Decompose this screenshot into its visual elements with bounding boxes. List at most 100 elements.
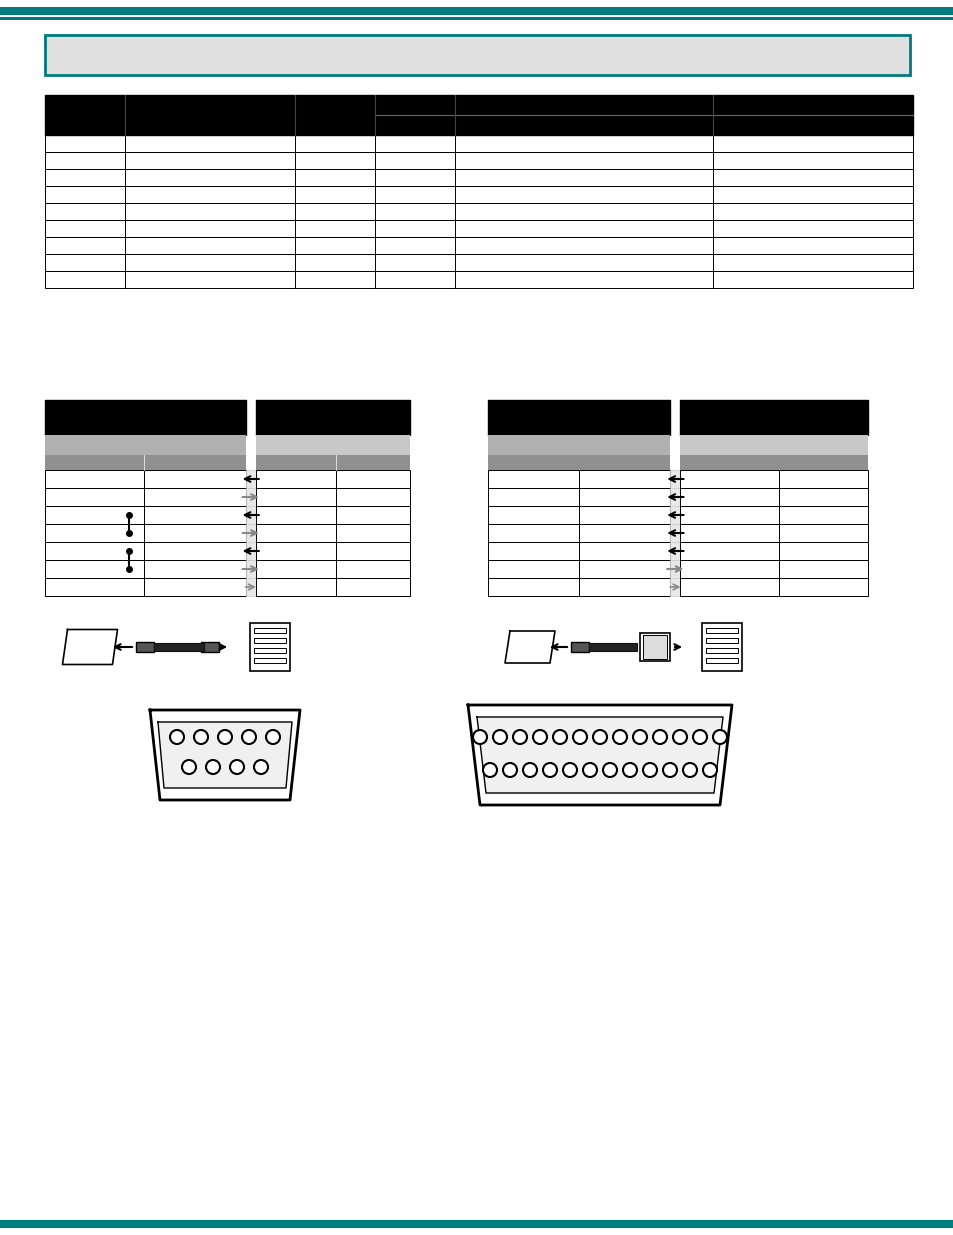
Bar	[779, 488, 867, 506]
Bar	[488, 542, 578, 559]
Bar	[0, 1220, 953, 1223]
Circle shape	[562, 763, 577, 777]
Bar	[670, 542, 684, 559]
Circle shape	[652, 730, 666, 743]
Bar	[571, 642, 588, 652]
Bar	[779, 578, 867, 597]
Bar	[253, 648, 286, 653]
Circle shape	[613, 730, 626, 743]
Circle shape	[182, 760, 195, 774]
Bar	[779, 559, 867, 578]
Bar	[255, 400, 410, 435]
Circle shape	[602, 763, 617, 777]
Bar	[670, 471, 684, 488]
Bar	[255, 506, 335, 524]
Bar	[639, 634, 669, 661]
Bar	[45, 186, 912, 203]
Circle shape	[712, 730, 726, 743]
Bar	[335, 506, 410, 524]
Bar	[0, 17, 953, 20]
Bar	[246, 524, 260, 542]
Bar	[253, 638, 286, 643]
Bar	[0, 7, 953, 15]
Bar	[136, 642, 153, 652]
Bar	[246, 542, 260, 559]
Bar	[246, 578, 260, 597]
Bar	[779, 542, 867, 559]
Bar	[779, 471, 867, 488]
Circle shape	[266, 730, 280, 743]
Bar	[45, 542, 143, 559]
Bar	[246, 559, 260, 578]
Bar	[45, 471, 143, 488]
Circle shape	[206, 760, 220, 774]
Bar	[488, 578, 578, 597]
Bar	[679, 488, 779, 506]
Circle shape	[170, 730, 184, 743]
Polygon shape	[63, 630, 117, 664]
Bar	[255, 435, 410, 454]
Circle shape	[482, 763, 497, 777]
Bar	[45, 135, 912, 152]
Bar	[679, 542, 779, 559]
Bar	[670, 559, 684, 578]
Bar	[588, 643, 637, 651]
Bar	[679, 524, 779, 542]
Bar	[45, 35, 909, 75]
Circle shape	[702, 763, 717, 777]
Bar	[255, 471, 335, 488]
Bar	[705, 629, 738, 634]
Circle shape	[502, 763, 517, 777]
Bar	[250, 622, 290, 671]
Bar	[0, 1220, 953, 1228]
Bar	[488, 506, 578, 524]
Bar	[679, 454, 779, 471]
Bar	[488, 488, 578, 506]
Bar	[143, 542, 246, 559]
Bar	[45, 95, 912, 135]
Bar	[143, 506, 246, 524]
Polygon shape	[468, 705, 731, 805]
Circle shape	[513, 730, 526, 743]
Bar	[335, 559, 410, 578]
Bar	[45, 524, 143, 542]
Circle shape	[493, 730, 506, 743]
Bar	[45, 152, 912, 169]
Bar	[255, 454, 335, 471]
Bar	[45, 203, 912, 220]
Bar	[45, 400, 246, 435]
Bar	[246, 471, 260, 488]
Bar	[705, 658, 738, 663]
Bar	[578, 559, 670, 578]
Bar	[488, 454, 578, 471]
Circle shape	[473, 730, 486, 743]
Bar	[143, 471, 246, 488]
Bar	[255, 524, 335, 542]
Circle shape	[193, 730, 208, 743]
Bar	[255, 488, 335, 506]
Bar	[670, 524, 684, 542]
Bar	[488, 524, 578, 542]
Bar	[670, 488, 684, 506]
Bar	[246, 506, 260, 524]
Bar	[45, 435, 246, 454]
Bar	[335, 524, 410, 542]
Bar	[679, 559, 779, 578]
Bar	[45, 488, 143, 506]
Bar	[45, 237, 912, 254]
Bar	[45, 578, 143, 597]
Circle shape	[218, 730, 232, 743]
Bar	[253, 629, 286, 634]
Bar	[679, 435, 867, 454]
Bar	[705, 638, 738, 643]
Bar	[143, 524, 246, 542]
Bar	[335, 471, 410, 488]
Bar	[335, 578, 410, 597]
Bar	[779, 506, 867, 524]
Bar	[488, 435, 670, 454]
Circle shape	[522, 763, 537, 777]
Circle shape	[553, 730, 566, 743]
Bar	[779, 454, 867, 471]
Bar	[255, 559, 335, 578]
Bar	[679, 471, 779, 488]
